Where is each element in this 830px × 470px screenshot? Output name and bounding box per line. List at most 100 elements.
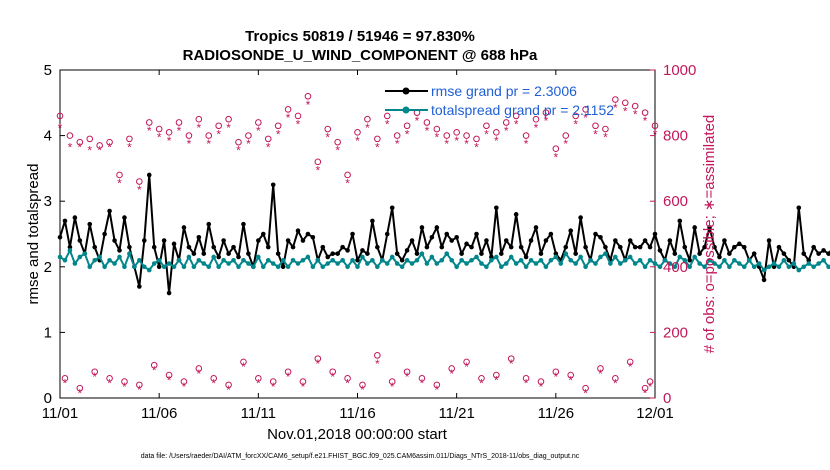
obs-assimilated-marker: * [241, 360, 246, 374]
rmse-point [632, 244, 638, 250]
spread-point [657, 264, 663, 270]
spread-point [92, 257, 98, 263]
obs-possible-marker [542, 109, 550, 116]
rmse-point [647, 244, 653, 250]
spread-point [360, 254, 365, 260]
rmse-point [305, 231, 311, 237]
spread-point [776, 264, 782, 270]
spread-point [538, 257, 544, 263]
obs-assimilated-marker: * [206, 137, 211, 151]
rmse-point [325, 254, 331, 260]
obs-possible-marker [473, 135, 480, 143]
rmse-point [449, 238, 455, 243]
obs-assimilated-marker: * [444, 137, 449, 151]
spread-point [697, 261, 702, 266]
spread-point [568, 257, 574, 263]
obs-possible-marker [264, 135, 272, 143]
obs-possible-marker [284, 106, 292, 113]
rmse-point [92, 244, 98, 250]
obs-assimilated-marker: * [325, 131, 330, 145]
spread-point [62, 257, 68, 263]
obs-assimilated-marker: * [494, 134, 499, 148]
obs-possible-marker [56, 112, 64, 120]
rmse-point [419, 225, 425, 230]
rmse-point [692, 225, 697, 230]
spread-point [707, 257, 712, 263]
y2-tick-label: 0 [663, 390, 671, 407]
spread-point [464, 261, 469, 266]
obs-possible-marker [493, 129, 500, 136]
rmse-point [568, 228, 574, 234]
spread-point [608, 261, 613, 266]
obs-assimilated-marker: * [182, 380, 187, 394]
rmse-point [796, 205, 802, 211]
rmse-point [161, 238, 167, 243]
obs-possible-marker [393, 132, 401, 139]
obs-possible-marker [354, 129, 361, 136]
obs-possible-marker [314, 158, 322, 166]
rmse-point [196, 234, 202, 240]
obs-assimilated-marker: * [266, 140, 271, 154]
obs-assimilated-marker: * [360, 383, 365, 397]
spread-point [251, 264, 256, 270]
obs-assimilated-marker: * [87, 144, 92, 158]
spread-point [746, 257, 752, 263]
obs-possible-marker [314, 355, 322, 362]
spread-point [246, 261, 251, 266]
rmse-point [320, 244, 326, 250]
obs-possible-marker [507, 355, 515, 362]
obs-possible-marker [532, 115, 540, 123]
obs-possible-marker [621, 99, 629, 107]
obs-assimilated-marker: * [196, 367, 201, 381]
obs-assimilated-marker: * [484, 127, 489, 141]
rmse-point [603, 244, 608, 250]
rmse-point [141, 238, 147, 243]
y2-tick-label: 400 [663, 259, 688, 276]
spread-point [117, 254, 122, 260]
rmse-point [464, 241, 469, 247]
obs-possible-marker [86, 135, 94, 143]
obs-possible-marker [433, 125, 441, 133]
obs-possible-marker [180, 378, 188, 385]
obs-possible-marker [121, 378, 128, 385]
rmse-point [637, 244, 643, 250]
spread-point [751, 264, 757, 270]
spread-point [459, 257, 464, 263]
spread-point [578, 254, 583, 260]
x-tick-label: 11/21 [438, 405, 474, 422]
rmse-point [62, 218, 68, 224]
obs-possible-marker [150, 361, 158, 369]
obs-possible-marker [329, 368, 337, 376]
obs-possible-marker [136, 178, 143, 185]
rmse-point [508, 244, 514, 250]
rmse-point [102, 231, 107, 237]
obs-possible-marker [423, 119, 431, 126]
obs-assimilated-marker: * [355, 134, 360, 148]
obs-possible-marker [483, 122, 490, 130]
spread-point [617, 261, 623, 266]
spread-point [97, 254, 102, 260]
spread-point [781, 257, 787, 263]
obs-possible-marker [304, 92, 312, 100]
rmse-point [771, 264, 777, 270]
obs-assimilated-marker: * [563, 137, 568, 151]
spread-point [345, 264, 350, 270]
x-tick-label: 12/01 [636, 405, 674, 422]
rmse-point [236, 254, 241, 260]
obs-assimilated-marker: * [137, 183, 142, 197]
spread-point [523, 264, 529, 270]
obs-possible-marker [210, 375, 218, 382]
rmse-point [563, 244, 569, 250]
obs-possible-marker [552, 368, 560, 376]
obs-possible-marker [641, 109, 649, 116]
legend-rmse-marker [402, 87, 410, 95]
rmse-point [122, 215, 127, 220]
obs-possible-marker [522, 375, 530, 382]
obs-assimilated-marker: * [375, 357, 380, 371]
spread-point [712, 261, 717, 266]
spread-point [439, 257, 445, 263]
spread-point [151, 261, 157, 266]
obs-assimilated-marker: * [405, 370, 410, 384]
obs-assimilated-marker: * [236, 144, 241, 158]
y-tick-label: 3 [44, 193, 52, 210]
